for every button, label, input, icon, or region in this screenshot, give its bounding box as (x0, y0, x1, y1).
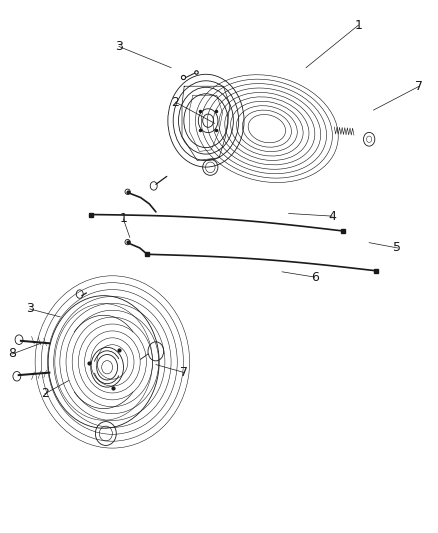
Text: 3: 3 (26, 302, 34, 316)
Text: 1: 1 (354, 19, 362, 32)
Text: 6: 6 (311, 271, 319, 284)
Text: 7: 7 (415, 80, 423, 93)
Text: 7: 7 (180, 366, 188, 379)
Text: 5: 5 (393, 241, 402, 254)
Text: 2: 2 (41, 387, 49, 400)
Text: 4: 4 (328, 209, 336, 223)
Text: 8: 8 (8, 348, 16, 360)
Text: 2: 2 (172, 95, 180, 109)
Text: 3: 3 (115, 40, 123, 53)
Text: 1: 1 (119, 212, 127, 225)
